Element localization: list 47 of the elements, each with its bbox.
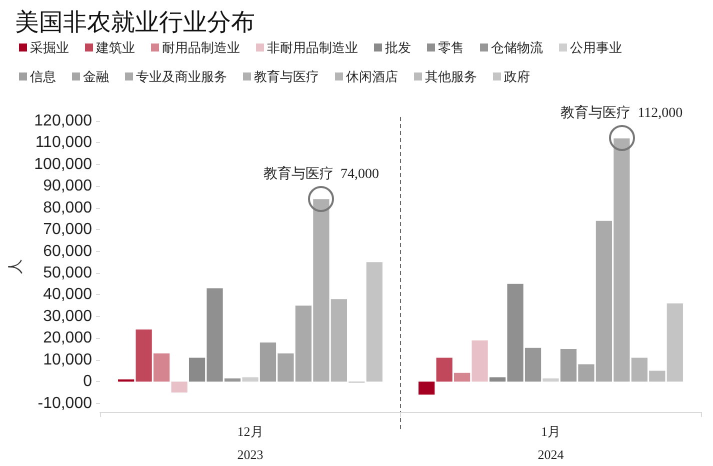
legend-label: 信息 (30, 69, 56, 84)
y-tick-label: 10,000 (43, 351, 92, 368)
bar (542, 378, 559, 382)
legend-label: 建筑业 (95, 40, 135, 55)
y-tick-label: 110,000 (35, 134, 92, 152)
y-tick-label: 80,000 (43, 199, 92, 216)
bar (242, 377, 258, 382)
legend-label: 休闲酒店 (346, 69, 398, 84)
x-tick-label: 1月 2024 (538, 424, 564, 462)
legend-label: 教育与医疗 (254, 69, 319, 84)
chart-title: 美国非农就业行业分布 (15, 9, 255, 36)
legend-label: 其他服务 (425, 69, 477, 84)
y-tick-label: 20,000 (43, 330, 92, 347)
y-tick-label: 100,000 (34, 156, 92, 173)
legend-label: 非耐用品制造业 (267, 40, 358, 55)
x-tick-label: 12月 2023 (237, 424, 264, 462)
bar (418, 382, 435, 395)
legend-label: 专业及商业服务 (136, 69, 227, 84)
annotation: 教育与医疗 112,000 (560, 104, 683, 122)
y-tick-label: 0 (83, 373, 92, 390)
bar (666, 303, 683, 382)
legend-label: 政府 (504, 69, 530, 84)
bar (171, 382, 188, 392)
legend-label: 耐用品制造业 (162, 40, 240, 55)
y-tick-label: 40,000 (43, 286, 92, 304)
y-axis-title: 人 (8, 259, 24, 274)
legend-label: 金融 (83, 69, 109, 84)
bar (154, 353, 170, 382)
legend-label: 仓储物流 (491, 40, 543, 55)
legend-label: 采掘业 (30, 40, 69, 55)
y-tick-label: 60,000 (43, 242, 92, 260)
y-tick-label: 30,000 (43, 308, 92, 325)
bar (136, 329, 152, 382)
annotation: 教育与医疗 74,000 (263, 165, 379, 184)
bar (118, 379, 134, 382)
y-tick-label: 90,000 (43, 178, 92, 195)
bar (366, 262, 382, 382)
y-tick-label: 120,000 (34, 112, 92, 130)
y-tick-label: 70,000 (43, 221, 92, 238)
bar (472, 340, 488, 382)
bar (454, 372, 470, 382)
bar (436, 358, 452, 382)
legend-label: 公用事业 (570, 40, 622, 55)
y-tick-label: 50,000 (43, 264, 92, 282)
y-tick-label: -10,000 (38, 394, 92, 412)
legend-label: 零售 (438, 40, 464, 55)
legend-label: 批发 (385, 40, 411, 55)
